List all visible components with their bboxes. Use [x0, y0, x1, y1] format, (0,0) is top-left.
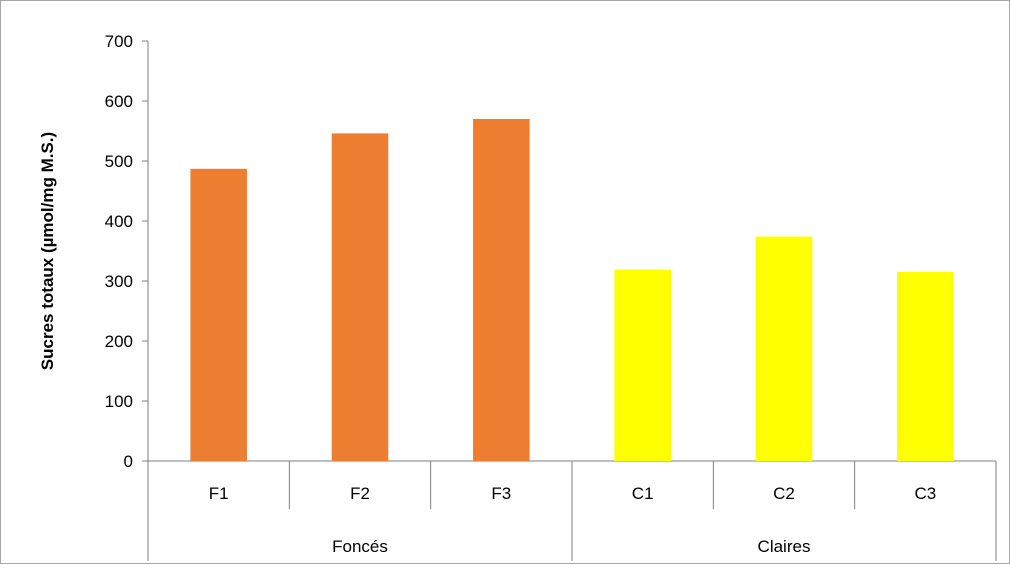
- x-tick-label: F2: [350, 484, 370, 503]
- x-tick-label: C1: [632, 484, 654, 503]
- labels: 0 100 200 300 400 500 600 700 F1 F2 F3 C1 C2 C3 Foncés…: [105, 32, 937, 556]
- y-tick-label: 0: [124, 452, 133, 471]
- axes: [142, 40, 997, 561]
- x-tick-label: F3: [491, 484, 511, 503]
- bar-f1: [190, 168, 247, 462]
- x-tick-label: F1: [209, 484, 229, 503]
- y-tick-label: 600: [105, 92, 133, 111]
- x-tick-label: C3: [914, 484, 936, 503]
- group-label: Claires: [758, 537, 811, 556]
- x-tick-label: C2: [773, 484, 795, 503]
- y-tick-label: 300: [105, 272, 133, 291]
- bar-f3: [473, 119, 530, 461]
- y-tick-label: 700: [105, 32, 133, 51]
- bars: [190, 119, 954, 462]
- y-tick-label: 500: [105, 152, 133, 171]
- y-tick-label: 100: [105, 392, 133, 411]
- bar-c1: [614, 269, 671, 461]
- bar-c2: [755, 236, 813, 461]
- bar-c3: [897, 272, 954, 461]
- group-label: Foncés: [332, 537, 388, 556]
- y-tick-label: 400: [105, 212, 133, 231]
- y-axis-label: Sucres totaux (µmol/mg M.S.): [38, 132, 57, 370]
- bar-f2: [331, 133, 389, 461]
- y-tick-label: 200: [105, 332, 133, 351]
